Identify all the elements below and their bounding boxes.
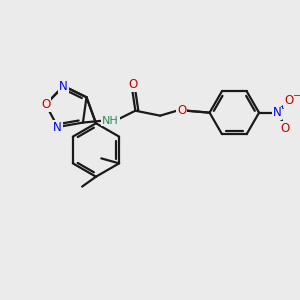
Text: O: O bbox=[41, 98, 50, 111]
Text: NH: NH bbox=[102, 116, 119, 126]
Text: −: − bbox=[292, 91, 300, 101]
Text: N: N bbox=[272, 106, 281, 119]
Text: N: N bbox=[59, 80, 68, 92]
Text: N: N bbox=[53, 121, 62, 134]
Text: O: O bbox=[284, 94, 293, 107]
Text: O: O bbox=[280, 122, 289, 135]
Text: O: O bbox=[129, 79, 138, 92]
Text: +: + bbox=[279, 102, 286, 111]
Text: O: O bbox=[177, 104, 187, 117]
